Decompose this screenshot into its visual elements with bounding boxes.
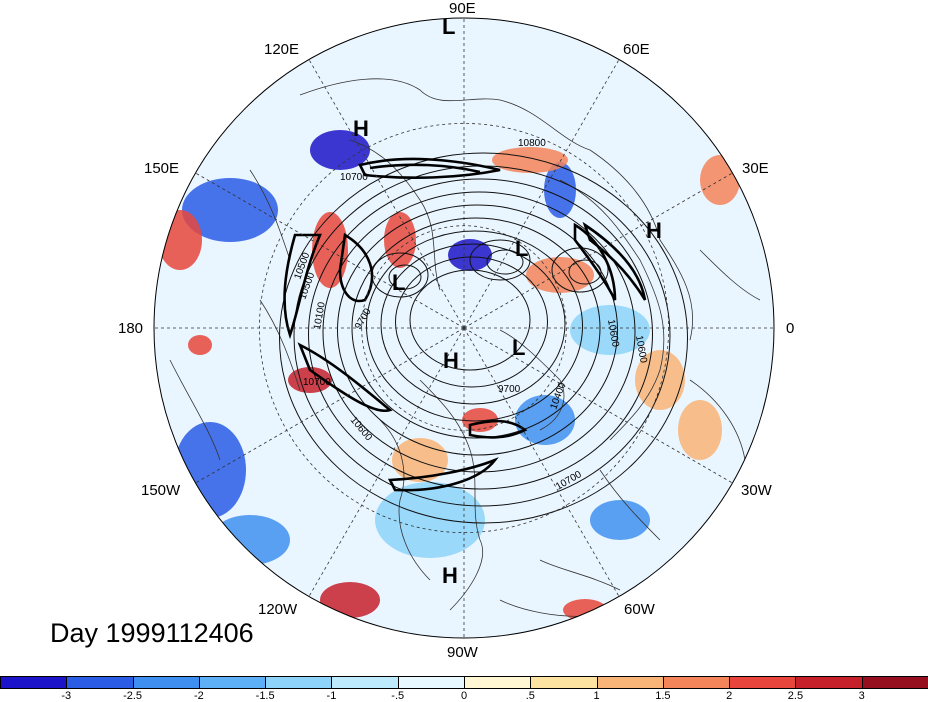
- contour-value-label: 10800: [518, 138, 546, 149]
- height-contour: [308, 178, 653, 490]
- meridian-line: [463, 327, 620, 597]
- anomaly-patch: [678, 400, 722, 460]
- colorbar-swatch: [861, 676, 928, 689]
- height-contour: [568, 259, 602, 285]
- low-center-label: L: [392, 270, 405, 295]
- high-center-label: H: [443, 348, 459, 373]
- lat-lon-grid: [154, 18, 774, 638]
- anomaly-patch: [320, 582, 380, 618]
- colorbar-swatch: [0, 676, 68, 689]
- height-contour: [322, 191, 636, 473]
- jet-contours: [283, 157, 647, 492]
- contour-value-label: 9700: [498, 384, 521, 395]
- colorbar-tick-label: -2: [193, 690, 204, 702]
- colorbar-swatch: [464, 676, 532, 689]
- height-contour: [380, 243, 566, 405]
- height-contours: [279, 152, 688, 524]
- colorbar: -3 -2.5 -2 -1.5 -1 -.5 0 .5 1 1.5 2 2.5 3: [0, 674, 928, 702]
- low-center-label: L: [442, 14, 455, 39]
- meridian-line: [463, 59, 620, 329]
- contour-value-label: 10600: [633, 335, 649, 365]
- anomaly-patch: [492, 147, 568, 173]
- lon-label-120w: 120W: [258, 601, 298, 618]
- lon-label-90e: 90E: [449, 0, 476, 17]
- contour-value-label: 10100: [312, 301, 328, 331]
- pressure-centers: L H L H L L H H: [353, 14, 662, 588]
- colorbar-tick-label: .5: [525, 690, 535, 702]
- colorbar-swatch: [331, 676, 399, 689]
- contour-value-label: 10700: [303, 377, 331, 388]
- colorbar-tick-label: -.5: [391, 690, 405, 702]
- lon-label-30w: 30W: [741, 482, 772, 499]
- lon-label-60e: 60E: [623, 41, 650, 58]
- meridian-line: [195, 327, 465, 484]
- meridian-line: [463, 327, 733, 484]
- height-contour: [395, 256, 548, 388]
- polar-map: L H L H L L H H 10800 10700 10600 10500 …: [153, 14, 775, 639]
- map-disk: [154, 18, 774, 638]
- height-contour: [469, 239, 531, 281]
- colorbar-tick-label: 2.5: [787, 690, 804, 702]
- height-contour: [279, 152, 688, 524]
- anomaly-patch: [570, 305, 650, 355]
- meridian-line: [195, 172, 465, 329]
- map-boundary: [153, 17, 775, 639]
- colorbar-swatch: [596, 676, 664, 689]
- high-center-label: H: [442, 563, 458, 588]
- anomaly-patch: [375, 482, 485, 558]
- lon-label-150w: 150W: [141, 482, 181, 499]
- colorbar-swatch: [397, 676, 465, 689]
- anomaly-patch: [590, 500, 650, 540]
- colorbar-swatch: [132, 676, 200, 689]
- contour-value-label: 10700: [340, 172, 368, 183]
- colorbar-tick-label: -1: [326, 690, 337, 702]
- anomaly-patch: [635, 350, 685, 410]
- map-title: Day 1999112406: [50, 618, 254, 648]
- meridian-line: [308, 59, 465, 329]
- lon-label-0: 0: [786, 320, 795, 337]
- colorbar-tick-label: -3: [61, 690, 72, 702]
- lon-label-180: 180: [118, 320, 144, 337]
- colorbar-tick-label: 2: [726, 690, 733, 702]
- coastlines: [169, 78, 761, 617]
- anomaly-patch: [563, 599, 607, 621]
- anomaly-patch: [188, 335, 212, 355]
- height-contour: [486, 249, 524, 275]
- lon-label-90w: 90W: [447, 644, 478, 661]
- colorbar-swatch: [265, 676, 333, 689]
- height-contour: [409, 269, 531, 371]
- colorbar-tick-label: 1: [593, 690, 600, 702]
- colorbar-swatch: [66, 676, 134, 689]
- contour-value-label: 10600: [605, 319, 621, 349]
- high-center-label: H: [646, 218, 662, 243]
- height-contour: [337, 204, 618, 456]
- anomaly-patch: [526, 257, 594, 293]
- lon-label-150e: 150E: [144, 160, 180, 177]
- colorbar-swatch: [198, 676, 267, 689]
- height-contour: [388, 264, 422, 290]
- anomaly-patch: [448, 239, 492, 271]
- meridian-line: [308, 327, 465, 597]
- lon-label-60w: 60W: [624, 601, 655, 618]
- colorbar-swatch: [729, 676, 797, 689]
- anomaly-patch: [182, 178, 278, 242]
- anomaly-patch: [158, 210, 202, 270]
- lon-label-120e: 120E: [264, 41, 300, 58]
- colorbar-swatch: [795, 676, 863, 689]
- meridian-line: [463, 172, 733, 329]
- lon-label-30e: 30E: [742, 160, 769, 177]
- colorbar-tick-label: 3: [858, 690, 865, 702]
- colorbar-swatch: [530, 676, 598, 689]
- low-center-label: L: [515, 236, 528, 261]
- high-center-label: H: [353, 116, 369, 141]
- low-center-label: L: [512, 335, 525, 360]
- colorbar-tick-label: 1.5: [655, 690, 671, 702]
- colorbar-tick-label: 0: [460, 690, 468, 702]
- colorbar-tick-label: -1.5: [255, 690, 275, 702]
- colorbar-tick-label: -2.5: [123, 690, 143, 702]
- height-contour: [351, 217, 601, 439]
- colorbar-swatch: [662, 676, 731, 689]
- height-contour: [366, 230, 583, 422]
